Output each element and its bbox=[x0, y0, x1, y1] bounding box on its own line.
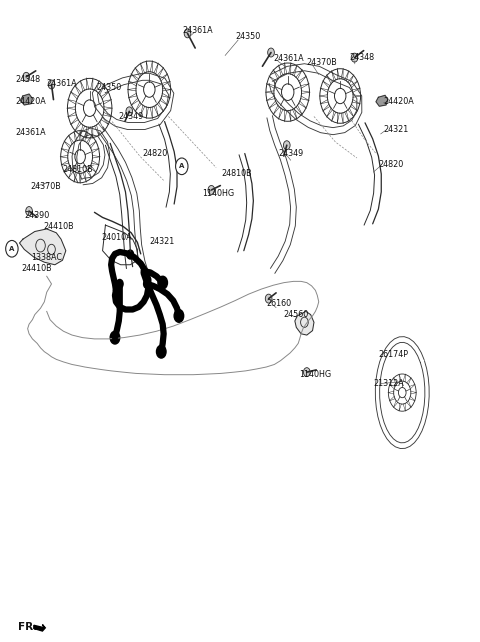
Circle shape bbox=[156, 345, 166, 358]
Circle shape bbox=[184, 29, 191, 38]
Text: A: A bbox=[179, 163, 184, 169]
Circle shape bbox=[174, 309, 184, 322]
Circle shape bbox=[208, 186, 215, 195]
Polygon shape bbox=[20, 229, 66, 265]
Circle shape bbox=[48, 80, 55, 89]
Text: 24348: 24348 bbox=[16, 75, 41, 84]
Circle shape bbox=[23, 73, 30, 82]
Text: 24350: 24350 bbox=[235, 32, 261, 41]
Text: 24350: 24350 bbox=[97, 83, 122, 92]
Text: 24361A: 24361A bbox=[183, 26, 213, 35]
Text: 24349: 24349 bbox=[118, 112, 144, 121]
Text: 24410B: 24410B bbox=[43, 222, 74, 231]
Circle shape bbox=[351, 53, 358, 62]
Text: 24349: 24349 bbox=[278, 149, 303, 158]
Polygon shape bbox=[34, 625, 45, 631]
Circle shape bbox=[6, 241, 18, 257]
Text: 24820: 24820 bbox=[378, 160, 404, 169]
Text: A: A bbox=[9, 246, 14, 252]
Circle shape bbox=[110, 331, 120, 344]
Circle shape bbox=[265, 294, 272, 303]
Text: 24321: 24321 bbox=[383, 125, 408, 134]
Circle shape bbox=[116, 279, 123, 288]
Text: 24810B: 24810B bbox=[62, 165, 93, 174]
Text: 26174P: 26174P bbox=[378, 350, 408, 359]
Text: 24361A: 24361A bbox=[47, 79, 77, 88]
Circle shape bbox=[176, 158, 188, 175]
Circle shape bbox=[26, 207, 33, 216]
Text: 24370B: 24370B bbox=[30, 182, 61, 191]
Text: 24370B: 24370B bbox=[307, 58, 337, 67]
Text: 24820: 24820 bbox=[142, 149, 168, 158]
Circle shape bbox=[303, 368, 310, 377]
Text: 24010A: 24010A bbox=[102, 234, 132, 243]
Text: FR.: FR. bbox=[18, 621, 37, 632]
Polygon shape bbox=[21, 94, 33, 105]
Text: 24361A: 24361A bbox=[16, 128, 47, 137]
Circle shape bbox=[126, 107, 132, 116]
Circle shape bbox=[283, 141, 290, 150]
Text: 24410B: 24410B bbox=[22, 264, 52, 273]
Text: 24810B: 24810B bbox=[221, 169, 252, 178]
Circle shape bbox=[268, 48, 275, 57]
Text: 1140HG: 1140HG bbox=[202, 189, 234, 198]
Text: 1140HG: 1140HG bbox=[300, 370, 332, 379]
Polygon shape bbox=[376, 96, 388, 106]
Circle shape bbox=[158, 276, 168, 289]
Text: 24361A: 24361A bbox=[274, 55, 304, 64]
Circle shape bbox=[144, 279, 150, 288]
Text: 21312A: 21312A bbox=[373, 379, 404, 388]
Text: 24560: 24560 bbox=[283, 310, 308, 319]
Circle shape bbox=[127, 250, 133, 259]
Text: 24321: 24321 bbox=[149, 237, 175, 246]
Text: 24348: 24348 bbox=[350, 53, 375, 62]
Text: 24420A: 24420A bbox=[16, 97, 47, 106]
Text: 1338AC: 1338AC bbox=[31, 252, 62, 261]
Text: 24420A: 24420A bbox=[383, 97, 414, 106]
Text: 24390: 24390 bbox=[24, 211, 49, 220]
Text: 26160: 26160 bbox=[266, 299, 291, 308]
Polygon shape bbox=[295, 311, 314, 335]
